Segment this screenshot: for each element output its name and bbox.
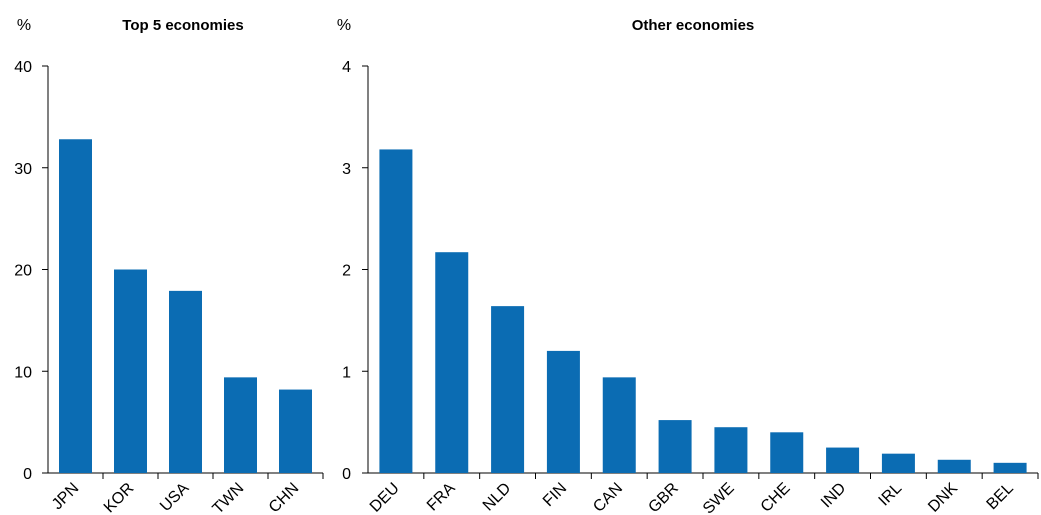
bar-fin <box>546 350 580 473</box>
bar-swe <box>714 427 748 473</box>
bar-nld <box>491 306 525 473</box>
y-unit-label: % <box>337 17 351 34</box>
top-5-economies-panel: % Top 5 economies 0 10 20 30 40 JPN KOR USA TWN C… <box>14 17 324 515</box>
x-tick-label: FRA <box>424 480 459 515</box>
x-tick-label: CHN <box>266 480 303 515</box>
y-tick-label: 10 <box>14 364 32 381</box>
bar-jpn <box>59 139 92 473</box>
y-tick-label: 1 <box>342 364 351 381</box>
bar-fra <box>435 252 469 473</box>
bar-can <box>602 377 636 473</box>
y-tick-label: 40 <box>14 59 32 76</box>
bar-deu <box>379 149 413 473</box>
bar-dnk <box>937 459 971 473</box>
x-tick-label: GBR <box>645 480 682 515</box>
bar-twn <box>224 377 257 473</box>
y-tick-label: 0 <box>342 466 351 483</box>
bar-chn <box>279 389 312 473</box>
x-tick-label: KOR <box>101 480 138 515</box>
x-tick-label: USA <box>157 480 193 515</box>
y-tick-label: 30 <box>14 161 32 178</box>
y-tick-label: 2 <box>342 263 351 280</box>
y-tick-label: 3 <box>342 161 351 178</box>
bar-kor <box>114 269 147 473</box>
x-tick-label: NLD <box>480 480 515 515</box>
x-tick-label: IND <box>818 480 850 512</box>
x-tick-label: BEL <box>984 480 1017 513</box>
x-tick-label: CHE <box>758 480 794 515</box>
x-tick-label: FIN <box>540 480 570 510</box>
chart-title: Other economies <box>632 17 755 34</box>
x-tick-label: DNK <box>925 480 961 515</box>
bar-gbr <box>658 420 692 473</box>
bar-irl <box>881 453 915 473</box>
x-tick-label: SWE <box>700 480 738 515</box>
bar-che <box>770 432 804 473</box>
bar-ind <box>826 447 860 473</box>
x-tick-label: CAN <box>590 480 626 515</box>
y-tick-label: 4 <box>342 59 351 76</box>
other-economies-panel: % Other economies 0 1 2 3 4 DEU FRA NLD FIN CAN GB… <box>337 17 1039 515</box>
x-tick-label: JPN <box>49 480 82 513</box>
x-tick-label: IRL <box>876 480 906 510</box>
x-tick-label: DEU <box>367 480 403 515</box>
x-tick-label: TWN <box>210 480 248 515</box>
y-tick-label: 20 <box>14 263 32 280</box>
y-unit-label: % <box>17 17 31 34</box>
bar-bel <box>993 462 1027 473</box>
bar-usa <box>169 290 202 473</box>
chart-title: Top 5 economies <box>122 17 243 34</box>
y-tick-label: 0 <box>23 466 32 483</box>
